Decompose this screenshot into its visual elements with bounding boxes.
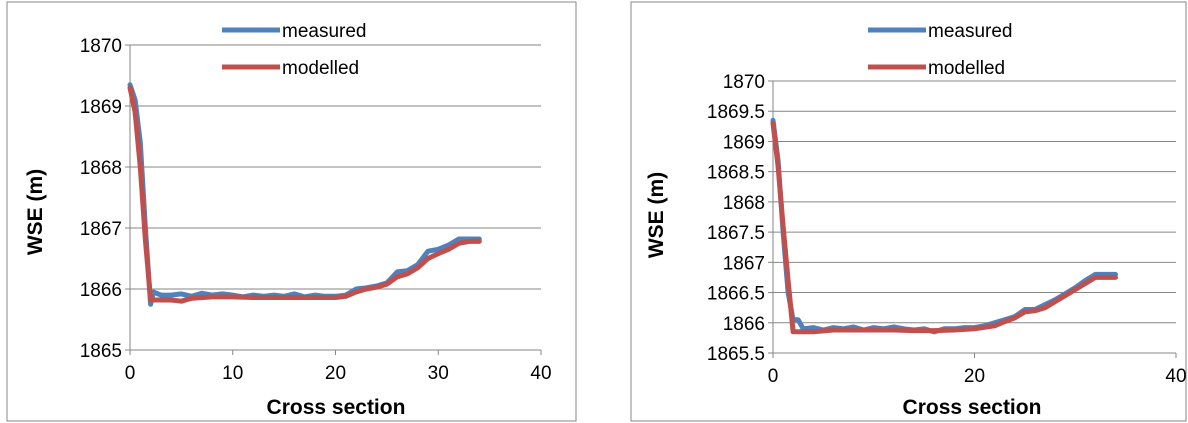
y-tick-label: 1867: [723, 253, 765, 274]
y-tick-label: 1866: [80, 280, 122, 301]
y-tick-label: 1869.5: [707, 102, 765, 123]
gridlines: [130, 44, 541, 290]
y-axis-title: WSE (m): [24, 169, 47, 255]
y-tick-label: 1870: [723, 72, 765, 93]
x-axis-title: Cross section: [903, 396, 1042, 419]
legend-label: measured: [928, 21, 1013, 42]
x-tick-label: 20: [964, 366, 985, 387]
y-tick-label: 1866: [723, 314, 765, 335]
y-tick-label: 1867: [80, 219, 122, 240]
x-tick-label: 0: [125, 363, 136, 384]
y-tick-label: 1867.5: [707, 223, 765, 244]
x-axis-title: Cross section: [267, 396, 406, 419]
x-tick-label: 0: [768, 366, 779, 387]
y-tick-label: 1868.5: [707, 163, 765, 184]
series-lines: [127, 82, 482, 307]
chart-right: 1865.5 1866 1866.5 1867 1867.5 1868 1868.5 1869…: [630, 1, 1187, 422]
chart-frame: [6, 1, 577, 422]
tick-labels: 1865.5 1866 1866.5 1867 1867.5 1868 1868.5 1869…: [707, 72, 1187, 387]
legend-label: modelled: [282, 58, 359, 79]
y-tick-label: 1869: [80, 97, 122, 118]
y-tick-label: 1865.5: [707, 344, 765, 365]
x-tick-label: 40: [1165, 366, 1186, 387]
x-tick-label: 40: [530, 363, 551, 384]
series-lines: [770, 117, 1118, 335]
y-axis-title: WSE (m): [645, 172, 668, 258]
y-tick-label: 1865: [80, 341, 122, 362]
legend: measured modelled: [868, 21, 1013, 79]
series-line-modelled: [127, 85, 482, 304]
series-line-modelled: [770, 120, 1118, 335]
x-tick-label: 10: [222, 363, 243, 384]
y-tick-label: 1868: [80, 158, 122, 179]
legend-label: measured: [282, 21, 367, 42]
y-tick-label: 1868: [723, 193, 765, 214]
x-tick-label: 30: [428, 363, 449, 384]
y-tick-label: 1870: [80, 36, 122, 57]
legend: measured modelled: [222, 21, 367, 79]
x-tick-label: 20: [325, 363, 346, 384]
y-tick-label: 1869: [723, 132, 765, 153]
gridlines: [773, 80, 1176, 324]
y-tick-label: 1866.5: [707, 284, 765, 305]
chart-left: 1865 1866 1867 1868 1869 1870 0 10 20 30 40 measur…: [6, 1, 577, 422]
tick-labels: 1865 1866 1867 1868 1869 1870 0 10 20 30 40: [80, 36, 552, 384]
chart-frame: [630, 1, 1187, 422]
legend-label: modelled: [928, 58, 1005, 79]
